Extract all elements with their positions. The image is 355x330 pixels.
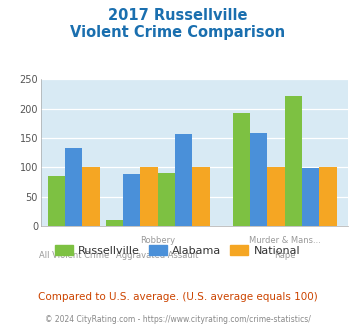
Bar <box>175 134 192 226</box>
Text: Compared to U.S. average. (U.S. average equals 100): Compared to U.S. average. (U.S. average … <box>38 292 317 302</box>
Bar <box>192 167 209 226</box>
Text: All Violent Crime: All Violent Crime <box>39 251 109 260</box>
Text: © 2024 CityRating.com - https://www.cityrating.com/crime-statistics/: © 2024 CityRating.com - https://www.city… <box>45 315 310 324</box>
Text: Robbery: Robbery <box>140 236 175 245</box>
Text: Violent Crime Comparison: Violent Crime Comparison <box>70 25 285 40</box>
Bar <box>48 176 65 226</box>
Text: Rape: Rape <box>274 251 295 260</box>
Bar <box>106 219 123 226</box>
Bar <box>158 173 175 226</box>
Bar <box>140 167 158 226</box>
Legend: Russellville, Alabama, National: Russellville, Alabama, National <box>50 240 305 260</box>
Bar <box>82 167 100 226</box>
Text: Murder & Mans...: Murder & Mans... <box>249 236 321 245</box>
Bar <box>285 96 302 226</box>
Bar <box>123 174 140 226</box>
Text: 2017 Russellville: 2017 Russellville <box>108 8 247 23</box>
Text: Aggravated Assault: Aggravated Assault <box>116 251 199 260</box>
Bar <box>65 148 82 226</box>
Bar <box>302 168 320 226</box>
Bar <box>320 167 337 226</box>
Bar <box>250 133 267 226</box>
Bar <box>233 113 250 226</box>
Bar <box>267 167 285 226</box>
